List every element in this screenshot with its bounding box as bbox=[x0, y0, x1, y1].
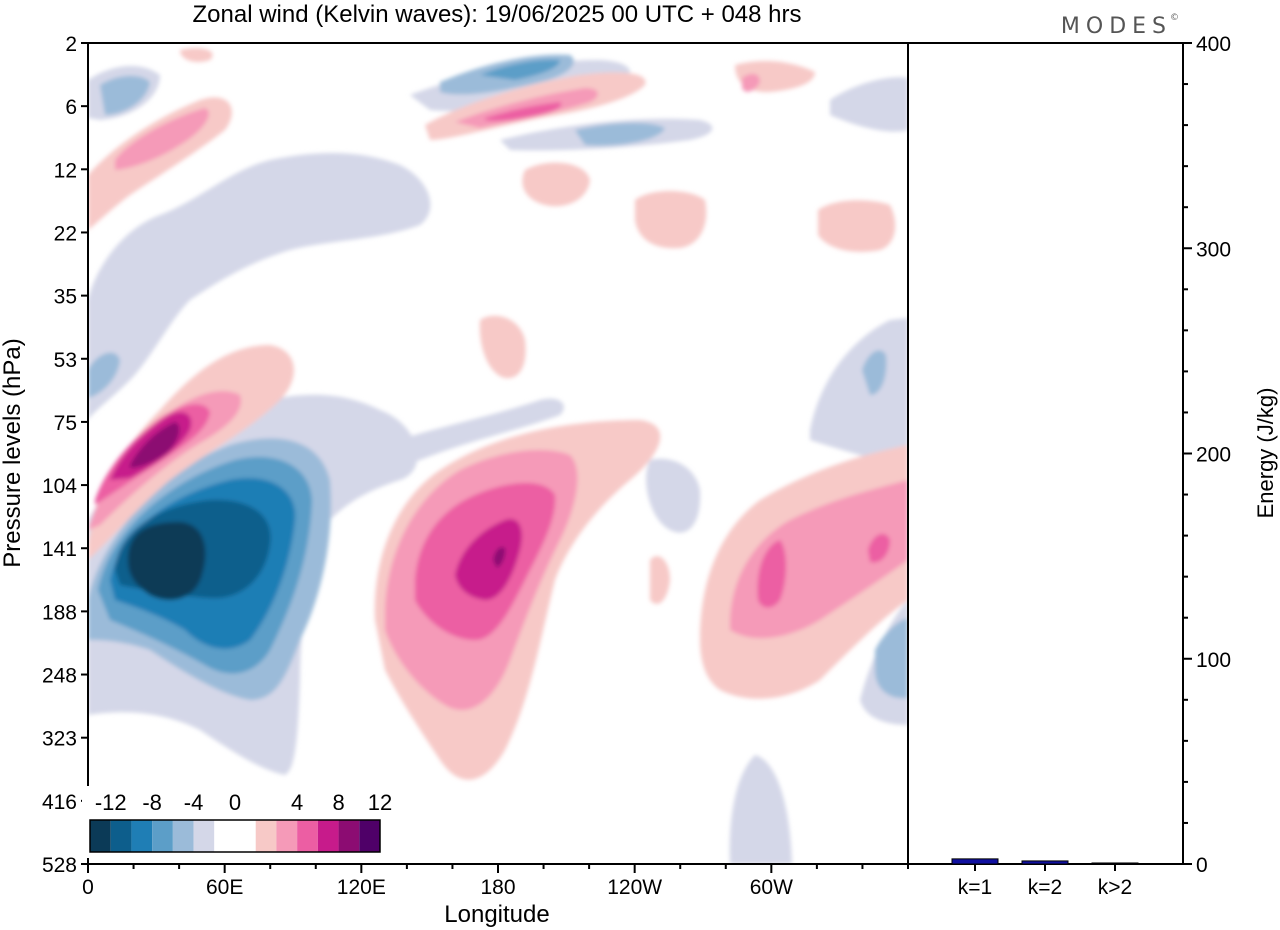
positive-contour-top-left bbox=[180, 48, 213, 62]
colorbar-swatch bbox=[152, 820, 173, 852]
wavenumber-labels: k=1 k=2 k>2 bbox=[958, 864, 1132, 899]
colorbar-swatch bbox=[359, 820, 380, 852]
longitude-tick-label: 120W bbox=[607, 876, 662, 899]
energy-tick-label: 400 bbox=[1196, 33, 1231, 56]
colorbar-tick-label: -8 bbox=[142, 790, 162, 815]
x-axis-label: Longitude bbox=[444, 901, 549, 928]
colorbar-swatch bbox=[110, 820, 132, 852]
negative-patch-east-mid bbox=[862, 350, 887, 395]
energy-tick-label: 100 bbox=[1196, 649, 1231, 672]
colorbar-swatch bbox=[90, 820, 111, 852]
pressure-tick-label: 75 bbox=[54, 412, 77, 435]
energy-axis-label: Energy (J/kg) bbox=[1253, 388, 1278, 519]
chart-title: Zonal wind (Kelvin waves): 19/06/2025 00… bbox=[193, 1, 802, 28]
energy-tick-label: 200 bbox=[1196, 444, 1231, 467]
colorbar-swatch bbox=[235, 820, 256, 852]
colorbar-swatch bbox=[193, 820, 215, 852]
colorbar-tick-label: 4 bbox=[291, 790, 303, 815]
longitude-axis: 0 60E 120E 180 120W 60W bbox=[82, 864, 909, 899]
wavenumber-label: k=2 bbox=[1028, 876, 1062, 899]
colorbar-legend: -12 -8 -4 0 4 8 12 bbox=[82, 786, 392, 858]
wavenumber-label: k=1 bbox=[958, 876, 992, 899]
energy-axis: 0 100 200 300 400 bbox=[1183, 33, 1231, 877]
pressure-tick-label: 528 bbox=[42, 854, 77, 877]
positive-contour-east-8 bbox=[757, 540, 786, 608]
positive-contour-upper-left-core bbox=[115, 108, 209, 170]
positive-contour-dateline-14 bbox=[493, 547, 506, 568]
longitude-tick-label: 180 bbox=[480, 876, 515, 899]
colorbar-swatch bbox=[172, 820, 194, 852]
pressure-tick-label: 6 bbox=[65, 96, 77, 119]
positive-contour-dateline-12 bbox=[455, 519, 522, 600]
positive-patch-mid-2 bbox=[635, 191, 707, 249]
negative-band-upper bbox=[575, 122, 665, 146]
brand-logo: MODES bbox=[1061, 14, 1172, 39]
colorbar-tick-label: -4 bbox=[184, 790, 204, 815]
colorbar-swatch bbox=[255, 820, 277, 852]
negative-streak-core bbox=[480, 59, 560, 80]
negative-patch-upper-left bbox=[100, 75, 150, 115]
colorbar-swatch bbox=[214, 820, 235, 852]
wavenumber-label: k>2 bbox=[1098, 876, 1132, 899]
positive-contour-east-8b bbox=[868, 533, 890, 563]
positive-contour-tilted-outer bbox=[88, 345, 294, 560]
longitude-tick-label: 120E bbox=[337, 876, 386, 899]
y-axis-label: Pressure levels (hPa) bbox=[0, 338, 26, 567]
weak-negative-band-mid bbox=[370, 398, 564, 466]
energy-bar-k=1 bbox=[951, 858, 999, 865]
pressure-tick-label: 35 bbox=[54, 286, 77, 309]
weak-negative-bottom-column bbox=[729, 755, 792, 864]
pressure-tick-label: 141 bbox=[42, 538, 77, 561]
negative-contour-12 bbox=[128, 522, 206, 600]
pressure-tick-label: 12 bbox=[54, 159, 77, 182]
pressure-tick-label: 248 bbox=[42, 665, 77, 688]
positive-patch-mid-1 bbox=[522, 162, 590, 207]
pressure-tick-label: 22 bbox=[54, 222, 77, 245]
colorbar-tick-label: 8 bbox=[332, 790, 344, 815]
longitude-tick-label: 0 bbox=[82, 876, 94, 899]
copyright-mark: © bbox=[1170, 13, 1185, 23]
positive-contour-tilted-14 bbox=[130, 422, 180, 468]
colorbar-tick-label: -12 bbox=[95, 790, 127, 815]
colorbar-swatch bbox=[338, 820, 360, 852]
positive-patch-mid-4 bbox=[479, 315, 526, 379]
weak-negative-east-upper bbox=[830, 77, 908, 132]
pressure-tick-label: 53 bbox=[54, 349, 77, 372]
longitude-tick-label: 60W bbox=[750, 876, 793, 899]
colorbar-swatch bbox=[297, 820, 318, 852]
energy-bars bbox=[951, 858, 1139, 865]
contour-field bbox=[88, 43, 908, 864]
energy-tick-label: 300 bbox=[1196, 238, 1231, 261]
weak-negative-region-west bbox=[88, 153, 431, 420]
energy-bar-k=2 bbox=[1021, 860, 1069, 865]
positive-band-upper-core bbox=[485, 102, 562, 121]
energy-tick-label: 0 bbox=[1196, 854, 1208, 877]
weak-negative-patch-center bbox=[646, 458, 701, 533]
positive-patch-east-small bbox=[650, 556, 670, 604]
longitude-tick-label: 60E bbox=[206, 876, 243, 899]
positive-patch-upper-right-core bbox=[742, 73, 760, 92]
pressure-axis: 2 6 12 22 35 53 75 104 141 188 248 323 416 528 bbox=[42, 33, 88, 877]
pressure-tick-label: 188 bbox=[42, 601, 77, 624]
colorbar-frame bbox=[89, 819, 381, 853]
pressure-tick-label: 104 bbox=[42, 475, 77, 498]
colorbar-tick-label: 12 bbox=[368, 790, 392, 815]
colorbar-tick-label: 0 bbox=[229, 790, 241, 815]
pressure-tick-label: 2 bbox=[65, 33, 77, 56]
negative-patch-east bbox=[875, 618, 908, 699]
negative-patch-left-mid bbox=[88, 352, 120, 398]
energy-bar-k>2 bbox=[1091, 862, 1139, 865]
colorbar-swatch bbox=[317, 820, 339, 852]
pressure-tick-label: 416 bbox=[42, 791, 77, 814]
pressure-tick-label: 323 bbox=[42, 728, 77, 751]
colorbar-swatch bbox=[276, 820, 298, 852]
colorbar-swatch bbox=[131, 820, 153, 852]
positive-patch-mid-3 bbox=[818, 200, 896, 252]
